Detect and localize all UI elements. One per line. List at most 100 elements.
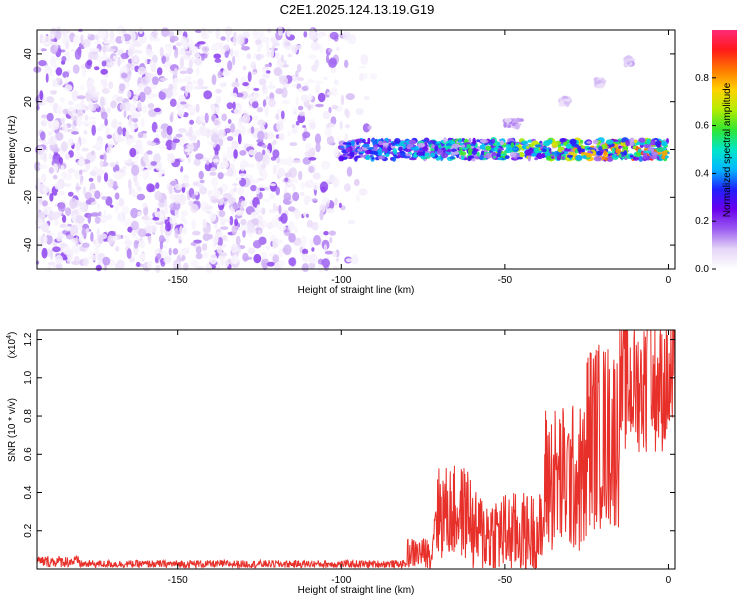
y-tick-label: 0.8 bbox=[23, 409, 34, 423]
y-tick-label: 0 bbox=[23, 146, 34, 152]
snr-y-multiplier: (x104) bbox=[6, 332, 18, 359]
x-tick-label: -150 bbox=[168, 575, 188, 586]
spectrogram-cell bbox=[158, 90, 167, 101]
spectrogram-cell bbox=[197, 41, 206, 45]
spectrogram-cell bbox=[569, 138, 577, 145]
spectrogram-cell bbox=[596, 82, 605, 89]
spectrogram-cell bbox=[62, 71, 70, 79]
spectrogram-cell bbox=[319, 43, 323, 54]
spectrogram-cell bbox=[62, 108, 69, 115]
spectrogram-cell bbox=[319, 181, 329, 192]
spectrogram-cell bbox=[81, 242, 90, 248]
spectrogram-cell bbox=[227, 60, 233, 71]
spectrogram-cell bbox=[441, 152, 449, 159]
spectrogram-cell bbox=[104, 74, 109, 78]
spectrogram-cell bbox=[191, 219, 195, 229]
spectrogram-cell bbox=[266, 28, 272, 33]
spectrogram-cell bbox=[60, 117, 65, 125]
spectrogram-cell bbox=[240, 218, 247, 226]
spectrogram-cell bbox=[84, 114, 89, 122]
spectrogram-cell bbox=[471, 150, 477, 156]
spectrogram-cell bbox=[459, 142, 464, 146]
spectrogram-cell bbox=[44, 65, 53, 75]
spectrogram-cell bbox=[424, 152, 430, 157]
spectrogram-cell bbox=[89, 254, 99, 261]
spectrogram-cell bbox=[100, 216, 106, 222]
spectrogram-cell bbox=[47, 261, 56, 265]
spectrogram-cell bbox=[81, 121, 89, 126]
spectrogram-cell bbox=[500, 153, 506, 157]
spectrogram-cell bbox=[625, 139, 630, 147]
spectrogram-cell bbox=[479, 138, 487, 144]
spectrogram-cell bbox=[199, 186, 208, 195]
spectrogram-cell bbox=[81, 68, 87, 78]
colorbar-ticks: 0.0 0.2 0.4 0.6 0.8 bbox=[695, 73, 716, 275]
spectrogram-cell bbox=[195, 103, 200, 113]
spectrogram-cell bbox=[179, 136, 186, 146]
spectrogram-cell bbox=[90, 212, 100, 217]
spectrogram-cell bbox=[66, 128, 73, 133]
spectrogram-cell bbox=[173, 49, 179, 59]
spectrogram-cell bbox=[324, 126, 332, 138]
spectrogram-cell bbox=[45, 73, 49, 83]
spectrogram-cell bbox=[184, 75, 192, 83]
snr-x-label: Height of straight line (km) bbox=[298, 585, 415, 596]
spectrogram-cell bbox=[193, 130, 201, 135]
spectrogram-cell bbox=[147, 103, 155, 109]
spectrogram-cell bbox=[261, 207, 266, 215]
spectrogram-cell bbox=[252, 31, 259, 35]
spectrogram-cell bbox=[277, 167, 286, 177]
spectrogram-cell bbox=[273, 67, 283, 77]
spectrogram-cell bbox=[197, 184, 204, 189]
colorbar-tick-label: 0.8 bbox=[695, 73, 709, 84]
spectrogram-cell bbox=[186, 67, 194, 75]
spectrogram-cell bbox=[100, 79, 105, 85]
spectrogram-cell bbox=[169, 98, 177, 108]
spectrogram-cell bbox=[436, 149, 444, 156]
spectrogram-cell bbox=[95, 127, 104, 131]
spectrogram-cell bbox=[634, 139, 638, 143]
spectrogram-cell bbox=[216, 245, 223, 254]
spectrogram-cell bbox=[75, 186, 82, 191]
spectrogram-cell bbox=[39, 90, 44, 101]
spectrogram-cell bbox=[299, 191, 305, 196]
spectrogram-cell bbox=[215, 88, 222, 94]
spectrogram-cell bbox=[253, 92, 260, 99]
spectrogram-cell bbox=[472, 137, 476, 143]
spectrogram-cell bbox=[266, 245, 270, 250]
spectrogram-cell bbox=[256, 53, 261, 61]
spectrogram-cell bbox=[626, 61, 631, 65]
spectrogram-cell bbox=[268, 98, 276, 108]
spectrogram-cell bbox=[293, 111, 297, 115]
spectrogram-cell bbox=[263, 37, 268, 44]
spectrogram-cell bbox=[326, 208, 335, 214]
spectrogram-cell bbox=[220, 36, 226, 41]
spectrogram-cell bbox=[36, 260, 40, 265]
spectrogram-cell bbox=[628, 58, 636, 61]
spectrogram-cell bbox=[447, 145, 452, 149]
spectrogram-cell bbox=[181, 254, 186, 261]
spectrogram-cell bbox=[83, 130, 88, 135]
spectrogram-cell bbox=[345, 258, 352, 263]
spectrogram-cell bbox=[45, 234, 53, 245]
spectrogram-cell bbox=[137, 101, 142, 112]
spectrogram-cell bbox=[94, 216, 101, 224]
spectrogram-cell bbox=[166, 125, 173, 136]
spectrogram-cell bbox=[165, 222, 172, 232]
spectrogram-cell bbox=[180, 183, 190, 188]
spectrogram-cell bbox=[164, 205, 169, 215]
spectrogram-cell bbox=[242, 229, 246, 238]
spectrogram-cell bbox=[204, 162, 213, 172]
spectrogram-cell bbox=[137, 132, 144, 139]
spectrogram-cell bbox=[377, 155, 386, 160]
spectrogram-cell bbox=[295, 96, 299, 106]
spectrogram-cell bbox=[656, 143, 661, 148]
spectrogram-cell bbox=[211, 74, 217, 86]
spectrogram-cell bbox=[120, 52, 129, 60]
spectrogram-cell bbox=[277, 25, 283, 36]
spectrogram-cell bbox=[335, 46, 341, 52]
spectrogram-cell bbox=[112, 55, 118, 60]
spectrogram-cell bbox=[344, 183, 351, 192]
spectrogram-cell bbox=[596, 151, 601, 156]
spectrogram-cell bbox=[64, 153, 70, 160]
